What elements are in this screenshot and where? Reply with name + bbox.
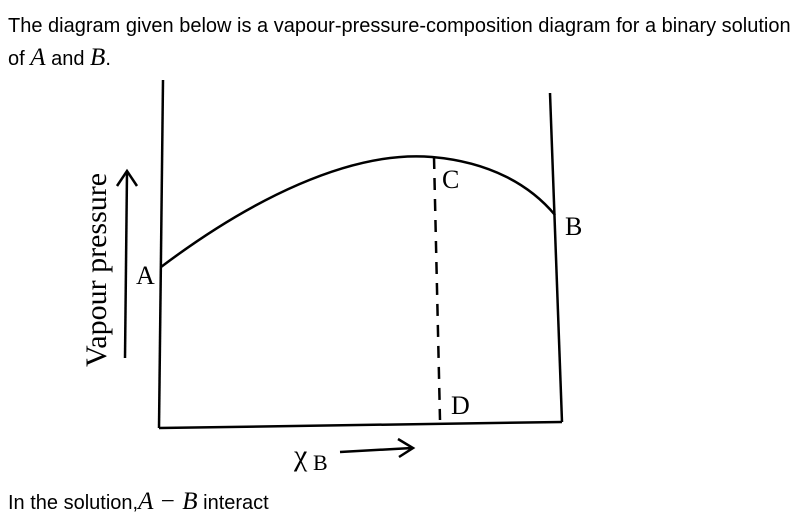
x-arrow-head <box>397 437 416 459</box>
vapour-curve <box>160 155 556 268</box>
y-arrow-head <box>115 168 139 187</box>
x-arrow <box>339 446 413 454</box>
symbol-b: B <box>90 44 106 71</box>
point-label: A <box>136 261 155 290</box>
left-axis <box>157 79 165 429</box>
question: The diagram given below is a vapour-pres… <box>8 10 798 75</box>
bottom-axis <box>158 420 563 430</box>
point-label: D <box>451 391 470 420</box>
footer-expression: A − B <box>138 488 198 515</box>
footer-trail: interact <box>203 492 269 514</box>
point-label: C <box>442 165 459 194</box>
footer: In the solution,A − B interact <box>8 486 269 519</box>
right-axis <box>548 92 564 423</box>
y-arrow <box>123 171 129 359</box>
period: . <box>105 48 111 70</box>
conjunction: and <box>51 48 85 70</box>
footer-text: In the solution, <box>8 492 139 514</box>
question-intro: The diagram given below is a vapour-pres… <box>8 15 791 70</box>
y-axis-label: Vapour pressure <box>80 173 113 367</box>
symbol-a: A <box>30 44 46 71</box>
diagram: Vapour pressure A B C D χ B <box>80 79 582 475</box>
x-axis-symbol: χ <box>293 439 308 472</box>
dashed-line <box>432 156 442 421</box>
x-axis-subscript: B <box>313 450 328 475</box>
point-label: B <box>565 212 582 241</box>
